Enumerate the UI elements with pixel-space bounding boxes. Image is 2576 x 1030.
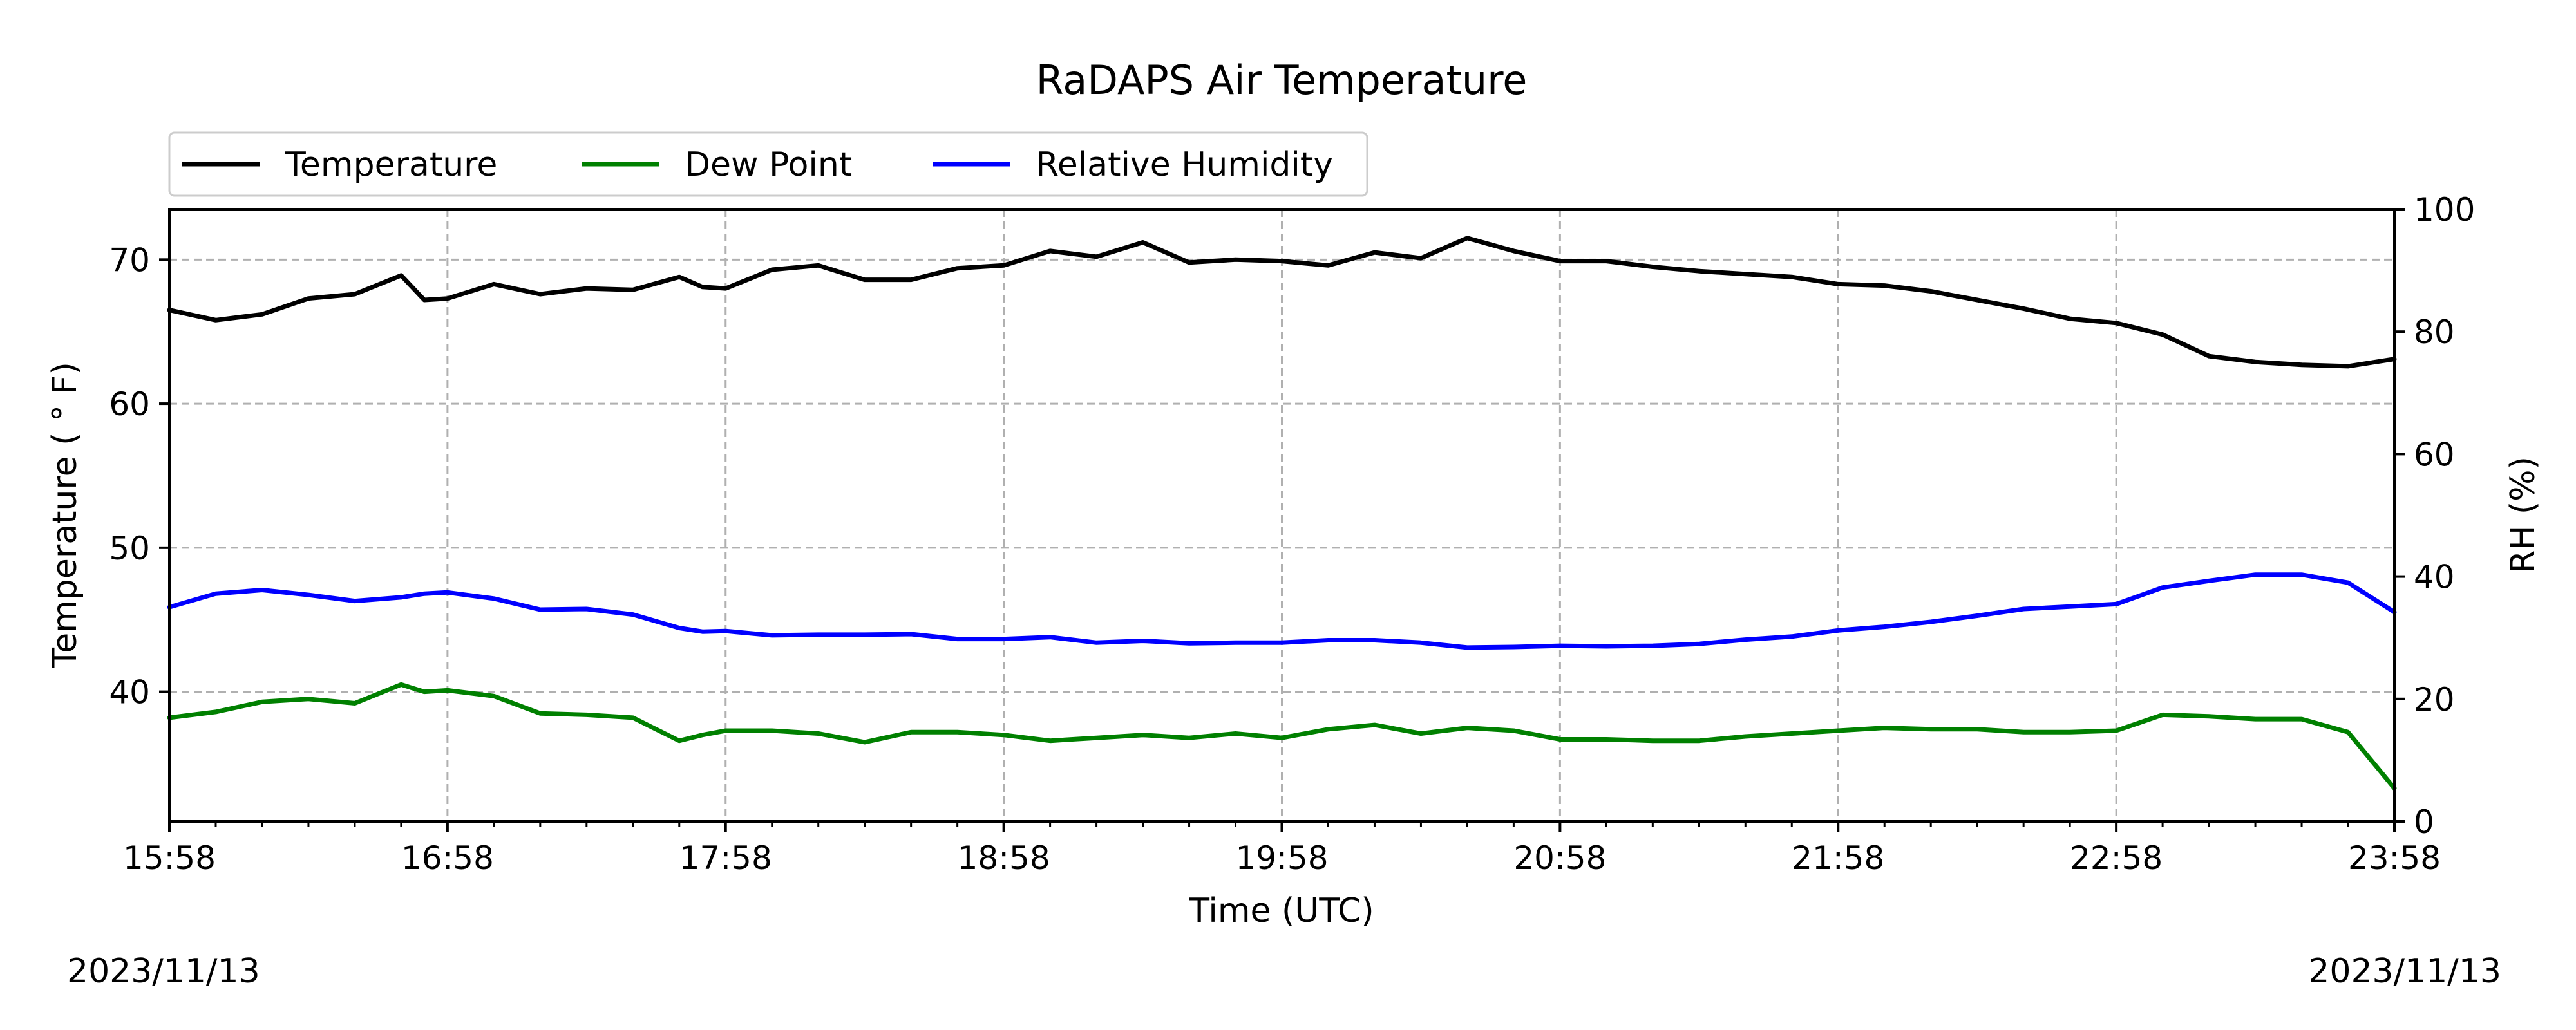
y-tick-label-left: 60 [109,386,150,423]
plot-frame [168,208,2396,823]
y-tick-label-left: 50 [109,530,150,567]
series-layer [167,236,2397,791]
tick-labels: 15:58 16:58 17:58 18:58 19:58 20:58 21:58 22:58… [109,191,2475,877]
grid [168,209,2396,821]
x-tick-label: 15:58 [123,839,216,877]
y-tick-label-right: 80 [2414,314,2455,351]
y-tick-label-right: 100 [2414,191,2475,229]
y-tick-label-right: 0 [2414,803,2434,841]
series-line-temperature [167,236,2397,369]
chart-title: RaDAPS Air Temperature [1036,57,1528,104]
y-tick-label-left: 70 [109,241,150,279]
x-tick-label: 20:58 [1513,839,1606,877]
y-tick-label-right: 60 [2414,436,2455,473]
legend-frame [168,131,1368,197]
x-tick-label: 22:58 [2070,839,2163,877]
x-tick-label: 18:58 [958,839,1050,877]
legend: Temperature Dew Point Relative Humidity [168,131,1368,197]
date-label-right: 2023/11/13 [2308,952,2501,991]
y-axis-label-left: Temperature ( ° F) [46,362,84,668]
x-tick-label: 16:58 [401,839,494,877]
series-line-relative-humidity [167,572,2397,650]
legend-label-temperature: Temperature [285,145,497,184]
y-tick-label-left: 40 [109,674,150,711]
axes [159,208,2405,832]
x-tick-label: 23:58 [2348,839,2441,877]
x-tick-label: 21:58 [1792,839,1884,877]
legend-label-dew-point: Dew Point [685,145,852,184]
x-tick-label: 17:58 [679,839,772,877]
y-tick-label-right: 20 [2414,681,2455,718]
y-tick-label-right: 40 [2414,559,2455,596]
y-axis-label-right: RH (%) [2504,456,2543,574]
legend-label-relative-humidity: Relative Humidity [1036,145,1333,184]
x-axis-label: Time (UTC) [1188,892,1374,930]
series-line-dew-point [167,682,2397,791]
x-tick-label: 19:58 [1235,839,1328,877]
date-label-left: 2023/11/13 [67,952,260,991]
